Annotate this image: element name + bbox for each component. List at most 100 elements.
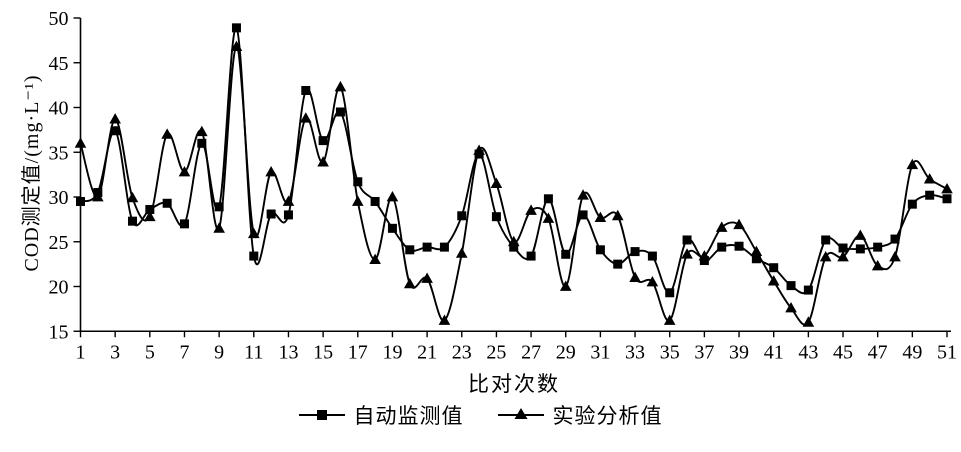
square-data-point-marker: [439, 242, 449, 252]
x-tick-label: 39: [729, 341, 749, 363]
triangle-data-point-marker: [819, 250, 832, 262]
axes: [79, 18, 951, 333]
x-tick-label: 47: [868, 341, 888, 363]
y-tick-label: 30: [49, 187, 69, 209]
square-data-point-marker: [543, 194, 553, 204]
x-tick-label: 17: [348, 341, 368, 363]
square-data-point-marker: [197, 138, 207, 148]
x-tick-label: 31: [590, 341, 610, 363]
x-tick-label: 11: [244, 341, 263, 363]
square-data-point-marker: [231, 23, 241, 33]
square-data-point-marker: [353, 177, 363, 187]
square-data-point-marker: [734, 241, 744, 251]
y-axis-title: COD测定值/(mg·L⁻¹): [21, 74, 43, 272]
triangle-data-point-marker: [663, 314, 676, 325]
triangle-data-point-marker: [854, 229, 867, 240]
x-tick-label: 9: [214, 341, 224, 363]
triangle-data-point-marker: [681, 248, 693, 259]
triangle-data-point-marker: [611, 209, 624, 221]
square-data-point-marker: [786, 281, 796, 291]
square-data-point-marker: [491, 212, 501, 222]
triangle-data-point-marker: [421, 272, 433, 283]
x-tick-label: 49: [902, 341, 922, 363]
y-tick-label: 20: [49, 277, 69, 299]
square-data-point-marker: [318, 136, 328, 146]
triangle-data-point-marker: [213, 222, 225, 233]
triangle-data-point-marker: [334, 80, 347, 92]
triangle-data-point-marker: [490, 177, 503, 188]
triangle-data-point-marker: [577, 189, 589, 200]
square-data-point-marker: [855, 244, 865, 254]
square-data-point-marker: [751, 254, 761, 264]
triangle-data-point-marker: [923, 173, 936, 184]
square-data-point-marker: [145, 205, 155, 215]
square-data-point-marker: [890, 234, 900, 244]
triangle-data-point-marker: [542, 212, 555, 223]
square-data-point-marker: [717, 242, 727, 252]
legend-item-auto-monitoring: 自动监测值: [298, 400, 464, 430]
square-data-point-marker: [526, 251, 536, 261]
triangle-data-point-marker: [594, 211, 607, 222]
square-data-point-marker: [595, 245, 605, 255]
triangle-data-point-marker: [438, 314, 451, 325]
x-tick-label: 23: [452, 341, 472, 363]
triangle-data-point-marker: [698, 250, 711, 261]
triangle-data-point-marker: [889, 250, 901, 262]
triangle-data-point-marker: [750, 245, 763, 256]
series-lab-analysis: [74, 40, 953, 327]
triangle-data-point-marker: [906, 158, 919, 170]
square-data-point-marker: [907, 199, 917, 209]
square-data-point-marker: [942, 194, 952, 204]
triangle-data-point-marker: [473, 144, 485, 155]
square-data-point-marker: [422, 242, 432, 252]
x-tick-label: 7: [179, 341, 189, 363]
y-tick-label: 40: [49, 98, 69, 120]
x-tick-label: 5: [145, 341, 155, 363]
triangle-data-point-marker: [767, 275, 780, 286]
triangle-data-point-marker: [941, 182, 953, 194]
x-tick-label: 37: [694, 341, 714, 363]
square-data-point-marker: [647, 251, 657, 261]
triangle-data-point-marker: [196, 125, 208, 137]
square-data-point-marker: [925, 190, 935, 200]
triangle-data-point-marker: [74, 137, 87, 148]
y-tick-label: 35: [49, 142, 69, 164]
square-data-point-marker: [457, 211, 467, 221]
square-data-point-marker: [249, 251, 259, 261]
legend-item-lab-analysis: 实验分析值: [497, 400, 663, 430]
x-tick-label: 3: [110, 341, 120, 363]
triangle-data-point-marker: [559, 280, 572, 291]
x-tick-label: 15: [313, 341, 333, 363]
square-data-point-marker: [127, 216, 137, 226]
x-tick-label: 45: [833, 341, 853, 363]
legend-label-lab-analysis: 实验分析值: [552, 404, 663, 428]
x-tick-label: 25: [486, 341, 506, 363]
x-tick-label: 19: [382, 341, 402, 363]
y-tick-label: 15: [49, 321, 69, 343]
series-lab-analysis-line: [79, 45, 948, 326]
x-tick-label: 41: [764, 341, 784, 363]
square-data-point-marker: [561, 249, 571, 259]
square-data-point-marker: [769, 263, 779, 273]
triangle-data-point-marker: [386, 191, 399, 202]
triangle-data-point-marker: [733, 218, 745, 230]
square-data-point-marker: [214, 202, 224, 212]
square-data-point-marker: [283, 210, 293, 220]
x-tick-label: 33: [625, 341, 645, 363]
series-auto-monitoring: [76, 23, 952, 298]
square-data-point-marker: [838, 243, 848, 253]
triangle-data-point-marker: [317, 156, 329, 167]
triangle-data-point-marker: [455, 247, 468, 258]
triangle-data-point-marker: [299, 112, 312, 123]
square-data-point-marker: [370, 196, 380, 206]
triangle-data-point-marker: [144, 210, 156, 222]
triangle-data-point-marker: [230, 40, 243, 52]
square-data-point-marker: [301, 85, 311, 95]
square-data-point-marker: [821, 235, 831, 245]
legend-label-auto-monitoring: 自动监测值: [353, 404, 464, 428]
triangle-data-point-marker: [715, 221, 728, 232]
square-data-point-marker: [387, 223, 397, 233]
triangle-data-point-marker: [507, 235, 520, 247]
